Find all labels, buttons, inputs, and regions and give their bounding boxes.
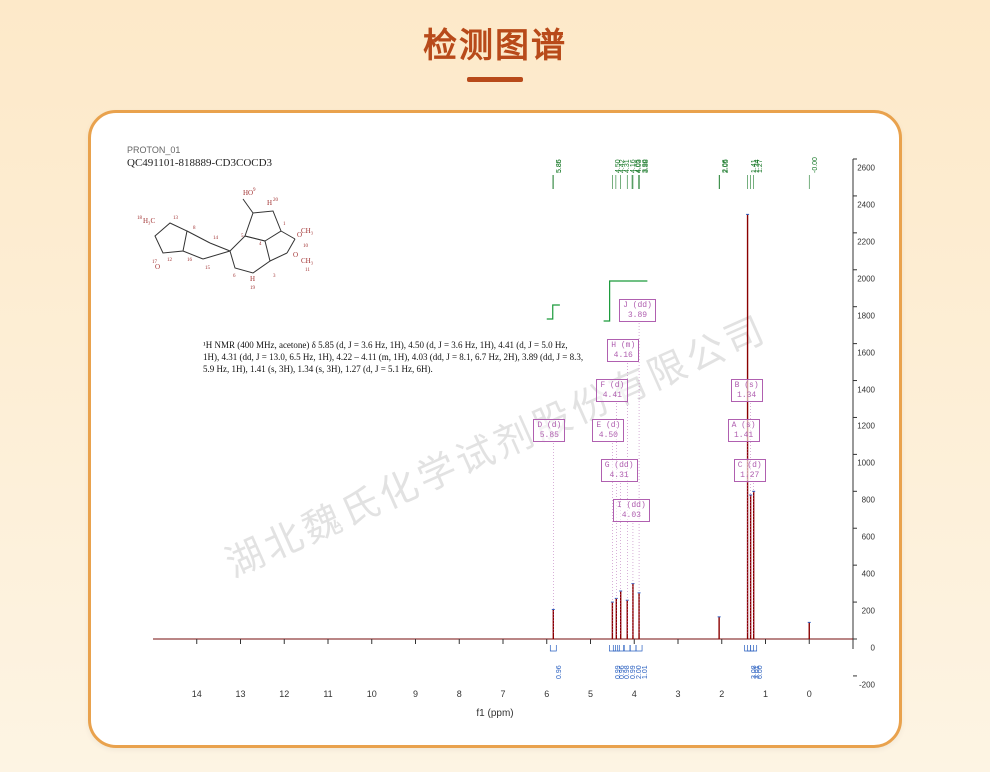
- y-tick: 2200: [857, 237, 875, 246]
- y-tick: 2600: [857, 164, 875, 173]
- peak-assignment-box: J (dd)3.89: [619, 299, 656, 322]
- x-tick: 2: [719, 689, 724, 699]
- x-tick: 1: [763, 689, 768, 699]
- integral-label: 6.00: [757, 665, 764, 679]
- top-ppm-label: 5.85: [556, 159, 563, 173]
- y-tick: 0: [871, 644, 875, 653]
- peak-assignment-box: H (m)4.16: [607, 339, 639, 362]
- plot-area: PROTON_01 QC491101-818889-CD3COCD3: [113, 139, 877, 723]
- peak-assignment-box: A (s)1.41: [728, 419, 760, 442]
- x-tick: 4: [632, 689, 637, 699]
- x-tick: 6: [544, 689, 549, 699]
- y-tick: 1400: [857, 385, 875, 394]
- y-tick: 1800: [857, 311, 875, 320]
- y-tick: 1000: [857, 459, 875, 468]
- x-tick: 13: [235, 689, 245, 699]
- x-tick: 10: [367, 689, 377, 699]
- peak-assignment-box: F (d)4.41: [596, 379, 628, 402]
- y-tick: 1200: [857, 422, 875, 431]
- x-tick: 3: [675, 689, 680, 699]
- x-tick: 5: [588, 689, 593, 699]
- peak-assignment-box: D (d)5.85: [533, 419, 565, 442]
- top-ppm-label: 1.27: [757, 159, 764, 173]
- title-underline: [467, 77, 523, 82]
- peak-assignment-box: B (s)1.34: [731, 379, 763, 402]
- y-tick: 1600: [857, 348, 875, 357]
- x-tick: 12: [279, 689, 289, 699]
- y-tick: 800: [862, 496, 875, 505]
- x-tick: 8: [457, 689, 462, 699]
- x-axis-label: f1 (ppm): [476, 708, 513, 719]
- x-tick: 7: [500, 689, 505, 699]
- nmr-chart: [113, 139, 883, 729]
- top-ppm-label: 3.88: [643, 159, 650, 173]
- x-tick: 9: [413, 689, 418, 699]
- y-tick: 200: [862, 607, 875, 616]
- x-tick: 14: [192, 689, 202, 699]
- integral-label: 1.01: [642, 665, 649, 679]
- header: 检测图谱: [0, 0, 990, 82]
- peak-assignment-box: G (dd)4.31: [601, 459, 638, 482]
- top-ppm-label: -0.00: [812, 157, 819, 173]
- spectrum-card: PROTON_01 QC491101-818889-CD3COCD3: [88, 110, 902, 748]
- y-tick: 400: [862, 570, 875, 579]
- x-tick: 0: [807, 689, 812, 699]
- y-tick: 2400: [857, 200, 875, 209]
- page-title: 检测图谱: [0, 18, 990, 67]
- peak-assignment-box: E (d)4.50: [592, 419, 624, 442]
- top-ppm-label: 2.05: [723, 159, 730, 173]
- peak-assignment-box: I (dd)4.03: [613, 499, 650, 522]
- y-tick: 2000: [857, 274, 875, 283]
- y-tick: -200: [859, 680, 875, 689]
- x-tick: 11: [323, 689, 332, 699]
- y-tick: 600: [862, 533, 875, 542]
- integral-label: 0.96: [556, 665, 563, 679]
- peak-assignment-box: C (d)1.27: [734, 459, 766, 482]
